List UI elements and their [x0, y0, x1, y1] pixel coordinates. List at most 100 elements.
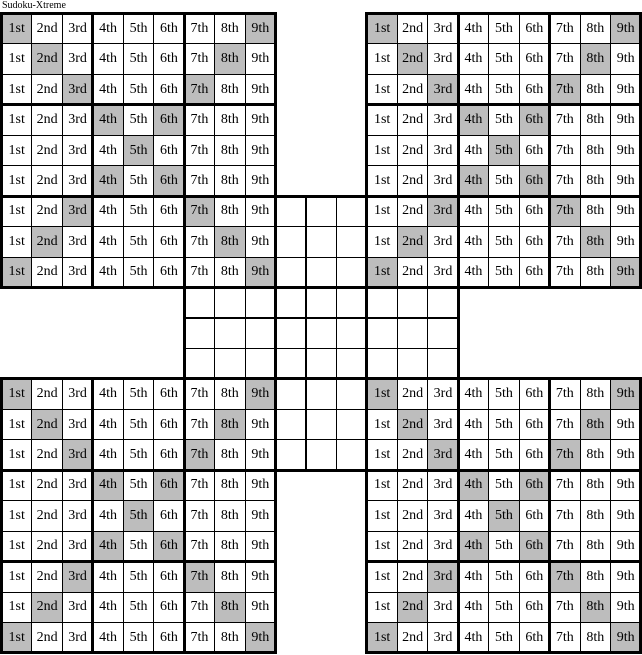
sudoku-cell[interactable]: 7th — [183, 530, 216, 563]
sudoku-cell[interactable]: 1st — [1, 104, 33, 136]
sudoku-cell[interactable]: 4th — [457, 43, 490, 75]
sudoku-cell[interactable]: 3rd — [427, 226, 459, 258]
sudoku-cell[interactable]: 7th — [549, 134, 581, 167]
sudoku-cell[interactable] — [335, 317, 368, 349]
sudoku-cell[interactable]: 3rd — [427, 13, 459, 45]
sudoku-cell[interactable]: 3rd — [61, 622, 94, 654]
sudoku-cell[interactable]: 1st — [366, 378, 398, 410]
sudoku-cell[interactable]: 7th — [183, 104, 216, 136]
sudoku-cell[interactable]: 1st — [366, 165, 398, 197]
sudoku-cell[interactable]: 1st — [1, 500, 33, 532]
sudoku-cell[interactable]: 8th — [214, 622, 246, 654]
sudoku-cell[interactable] — [275, 439, 307, 471]
sudoku-cell[interactable]: 5th — [488, 561, 520, 593]
sudoku-cell[interactable] — [183, 287, 216, 319]
sudoku-cell[interactable]: 8th — [214, 561, 246, 593]
sudoku-cell[interactable]: 5th — [122, 256, 155, 289]
sudoku-cell[interactable]: 6th — [153, 43, 185, 75]
sudoku-cell[interactable]: 2nd — [396, 226, 429, 258]
sudoku-cell[interactable]: 7th — [183, 622, 216, 654]
sudoku-cell[interactable]: 8th — [579, 530, 611, 563]
sudoku-cell[interactable]: 5th — [488, 591, 520, 623]
sudoku-cell[interactable]: 1st — [1, 165, 33, 197]
sudoku-cell[interactable]: 8th — [214, 165, 246, 197]
sudoku-cell[interactable]: 3rd — [427, 439, 459, 471]
sudoku-cell[interactable]: 8th — [579, 134, 611, 167]
sudoku-cell[interactable]: 9th — [610, 530, 642, 563]
sudoku-cell[interactable]: 1st — [1, 561, 33, 593]
sudoku-cell[interactable]: 4th — [457, 469, 490, 502]
sudoku-cell[interactable]: 9th — [610, 104, 642, 136]
sudoku-cell[interactable] — [427, 347, 459, 380]
sudoku-cell[interactable]: 7th — [549, 13, 581, 45]
sudoku-cell[interactable]: 5th — [488, 104, 520, 136]
sudoku-cell[interactable]: 4th — [457, 439, 490, 471]
sudoku-cell[interactable]: 3rd — [427, 256, 459, 289]
sudoku-cell[interactable]: 7th — [183, 43, 216, 75]
sudoku-cell[interactable]: 7th — [183, 134, 216, 167]
sudoku-cell[interactable]: 9th — [610, 622, 642, 654]
sudoku-cell[interactable]: 1st — [366, 195, 398, 228]
sudoku-cell[interactable]: 8th — [214, 13, 246, 45]
sudoku-cell[interactable] — [275, 317, 307, 349]
sudoku-cell[interactable]: 7th — [183, 561, 216, 593]
sudoku-cell[interactable]: 8th — [214, 73, 246, 106]
sudoku-cell[interactable]: 4th — [92, 73, 124, 106]
sudoku-cell[interactable]: 4th — [457, 134, 490, 167]
sudoku-cell[interactable]: 5th — [488, 13, 520, 45]
sudoku-cell[interactable]: 7th — [549, 469, 581, 502]
sudoku-cell[interactable] — [396, 317, 429, 349]
sudoku-cell[interactable] — [335, 408, 368, 441]
sudoku-cell[interactable]: 4th — [92, 378, 124, 410]
sudoku-cell[interactable]: 7th — [183, 408, 216, 441]
sudoku-cell[interactable]: 9th — [244, 378, 277, 410]
sudoku-cell[interactable]: 8th — [579, 195, 611, 228]
sudoku-cell[interactable]: 9th — [610, 165, 642, 197]
sudoku-cell[interactable]: 4th — [457, 408, 490, 441]
sudoku-cell[interactable]: 5th — [122, 226, 155, 258]
sudoku-cell[interactable]: 3rd — [61, 226, 94, 258]
sudoku-cell[interactable]: 2nd — [31, 439, 63, 471]
sudoku-cell[interactable]: 1st — [1, 134, 33, 167]
sudoku-cell[interactable] — [275, 195, 307, 228]
sudoku-cell[interactable]: 7th — [549, 561, 581, 593]
sudoku-cell[interactable]: 7th — [549, 500, 581, 532]
sudoku-cell[interactable]: 2nd — [396, 134, 429, 167]
sudoku-cell[interactable]: 2nd — [396, 378, 429, 410]
sudoku-cell[interactable] — [305, 195, 337, 228]
sudoku-cell[interactable]: 4th — [92, 561, 124, 593]
sudoku-cell[interactable] — [244, 287, 277, 319]
sudoku-cell[interactable]: 8th — [579, 439, 611, 471]
sudoku-cell[interactable]: 1st — [1, 43, 33, 75]
sudoku-cell[interactable]: 1st — [1, 195, 33, 228]
sudoku-cell[interactable]: 1st — [1, 378, 33, 410]
sudoku-cell[interactable]: 8th — [579, 591, 611, 623]
sudoku-cell[interactable]: 9th — [610, 134, 642, 167]
sudoku-cell[interactable]: 9th — [610, 256, 642, 289]
sudoku-cell[interactable]: 2nd — [31, 73, 63, 106]
sudoku-cell[interactable]: 8th — [579, 43, 611, 75]
sudoku-cell[interactable]: 7th — [549, 226, 581, 258]
sudoku-cell[interactable]: 7th — [549, 104, 581, 136]
sudoku-cell[interactable]: 4th — [92, 256, 124, 289]
sudoku-cell[interactable]: 8th — [579, 165, 611, 197]
sudoku-cell[interactable] — [244, 317, 277, 349]
sudoku-cell[interactable]: 3rd — [61, 591, 94, 623]
sudoku-cell[interactable]: 4th — [92, 591, 124, 623]
sudoku-cell[interactable]: 5th — [488, 408, 520, 441]
sudoku-cell[interactable]: 8th — [579, 226, 611, 258]
sudoku-cell[interactable]: 9th — [244, 622, 277, 654]
sudoku-cell[interactable]: 4th — [457, 73, 490, 106]
sudoku-cell[interactable]: 7th — [549, 73, 581, 106]
sudoku-cell[interactable]: 8th — [214, 530, 246, 563]
sudoku-cell[interactable] — [244, 347, 277, 380]
sudoku-cell[interactable]: 6th — [153, 378, 185, 410]
sudoku-cell[interactable]: 1st — [1, 622, 33, 654]
sudoku-cell[interactable]: 6th — [153, 622, 185, 654]
sudoku-cell[interactable]: 2nd — [31, 195, 63, 228]
sudoku-cell[interactable]: 5th — [122, 165, 155, 197]
sudoku-cell[interactable]: 4th — [457, 13, 490, 45]
sudoku-cell[interactable]: 9th — [244, 530, 277, 563]
sudoku-cell[interactable] — [275, 287, 307, 319]
sudoku-cell[interactable]: 5th — [488, 43, 520, 75]
